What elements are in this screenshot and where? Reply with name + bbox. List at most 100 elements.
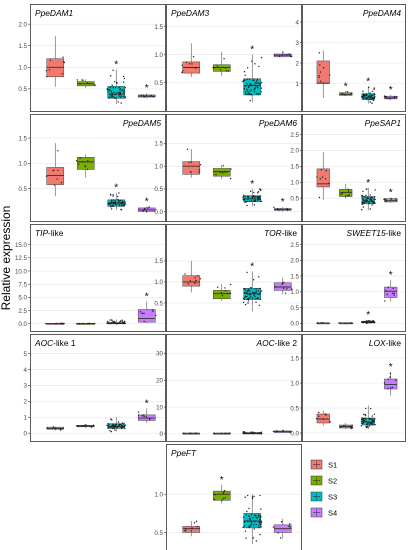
data-point xyxy=(117,195,119,198)
data-point xyxy=(222,165,225,167)
data-point xyxy=(193,522,196,524)
data-point xyxy=(387,387,389,390)
significance-star: * xyxy=(220,475,224,486)
y-tick-label: 1 xyxy=(24,415,28,422)
data-point xyxy=(195,67,197,69)
data-point xyxy=(252,537,255,539)
y-tick-label: 1.5 xyxy=(290,355,299,362)
data-point xyxy=(121,424,123,427)
data-point xyxy=(137,411,140,413)
data-point xyxy=(199,278,202,280)
data-point xyxy=(281,282,284,284)
data-point xyxy=(259,432,261,435)
data-point xyxy=(48,69,51,71)
data-point xyxy=(250,84,252,87)
data-point xyxy=(123,423,125,425)
data-point xyxy=(367,426,369,428)
data-point xyxy=(365,200,368,202)
data-point xyxy=(123,77,126,80)
data-point xyxy=(249,517,251,520)
data-point xyxy=(258,287,261,290)
data-point xyxy=(250,94,253,96)
data-point xyxy=(194,282,196,284)
data-point xyxy=(55,427,57,430)
data-point xyxy=(243,79,245,81)
data-point xyxy=(289,527,292,529)
y-tick-label: 20 xyxy=(156,377,163,384)
data-point xyxy=(260,508,262,510)
data-point xyxy=(191,432,193,435)
data-point xyxy=(361,417,363,419)
data-point xyxy=(257,293,259,295)
panel-7: 0.0 2.5 5.0 7.5 10.0 12.5 15.0 TIP-like * xyxy=(15,224,166,332)
data-point xyxy=(229,292,232,295)
data-point xyxy=(249,294,252,296)
y-tick-label: 2 xyxy=(24,399,28,406)
data-point xyxy=(347,188,349,191)
data-point xyxy=(109,86,111,89)
panel-title: TIP-like xyxy=(35,228,64,238)
data-point xyxy=(247,85,250,88)
y-tick-label: 0.0 xyxy=(290,321,299,328)
data-point xyxy=(121,200,124,202)
data-point xyxy=(278,55,281,58)
data-point xyxy=(216,65,219,67)
data-point xyxy=(273,54,276,56)
data-point xyxy=(248,293,251,296)
y-tick-label: 0 xyxy=(24,431,28,438)
data-point xyxy=(246,90,249,92)
significance-star: * xyxy=(389,270,393,281)
data-point xyxy=(289,431,291,433)
data-point xyxy=(324,178,327,180)
data-point xyxy=(224,289,227,292)
data-point xyxy=(225,70,228,72)
panel-9: 0.0 0.5 1.0 1.5 2.0 2.5 SWEET15-like * * xyxy=(290,224,406,332)
data-point xyxy=(49,59,52,61)
panel-title-suffix: -like xyxy=(282,228,298,238)
data-point xyxy=(389,376,391,378)
panel-frame xyxy=(166,334,302,442)
data-point xyxy=(154,314,157,317)
legend-item-S1: S1 xyxy=(310,459,337,470)
data-point xyxy=(259,515,261,517)
data-point xyxy=(120,427,123,430)
data-point xyxy=(364,414,367,417)
data-point xyxy=(249,93,252,95)
data-point xyxy=(383,382,386,384)
panel-2: 0.5 1.0 1.5 PpeDAM3 * xyxy=(154,4,302,112)
data-point xyxy=(254,197,256,199)
data-point xyxy=(346,90,349,93)
data-point xyxy=(143,414,145,416)
data-point xyxy=(289,55,292,58)
box-S1 xyxy=(316,168,330,188)
data-point xyxy=(124,97,126,99)
data-point xyxy=(360,209,363,211)
y-axis-label: Relative expression xyxy=(0,206,13,311)
data-point xyxy=(152,310,154,312)
data-point xyxy=(317,322,320,325)
data-point xyxy=(75,160,78,162)
data-point xyxy=(249,524,252,527)
data-point xyxy=(114,425,116,428)
data-point xyxy=(221,295,224,297)
data-point xyxy=(370,97,373,100)
y-tick-label: 1.0 xyxy=(154,163,163,170)
data-point xyxy=(122,91,125,94)
significance-star: * xyxy=(250,45,254,56)
data-point xyxy=(118,192,120,194)
data-point xyxy=(256,80,258,82)
data-point xyxy=(396,199,398,201)
data-point xyxy=(369,418,371,420)
data-point xyxy=(242,297,245,300)
data-point xyxy=(109,322,112,324)
data-point xyxy=(249,190,252,193)
data-point xyxy=(257,87,259,89)
y-tick-label: 2.0 xyxy=(18,21,27,28)
data-point xyxy=(259,523,261,525)
data-point xyxy=(367,97,369,99)
data-point xyxy=(90,426,93,428)
data-point xyxy=(188,161,190,163)
data-point xyxy=(318,76,320,79)
data-point xyxy=(120,95,122,97)
y-tick-label: 1.0 xyxy=(154,491,163,498)
